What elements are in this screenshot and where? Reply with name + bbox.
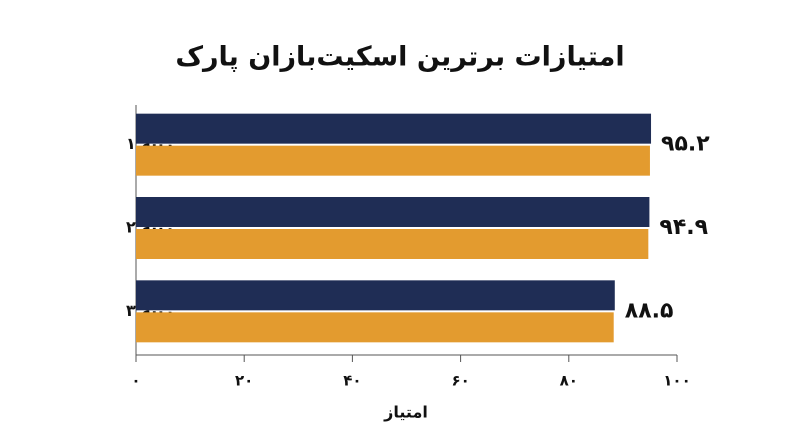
value-label: ۹۵.۲ [661,132,710,157]
x-tick-label: ۱۰۰ [663,372,690,390]
bar [136,229,649,259]
bar [136,145,650,176]
x-tick-label: ۸۰ [560,372,578,390]
bar [136,312,614,343]
value-label: ۸۸.۵ [625,298,674,323]
chart-title: امتیازات برترین اسکیت‌بازان پارک [175,42,624,73]
x-tick-label: ۴۰ [343,372,361,390]
x-tick-label: ۲۰ [235,372,253,390]
x-tick-label: ۶۰ [451,372,469,390]
bar [136,113,652,144]
value-label: ۹۴.۹ [659,215,708,240]
bar [136,280,615,311]
bar [136,197,650,227]
x-tick-label: ۰ [131,372,140,390]
x-axis-label: امتیاز [383,403,428,422]
